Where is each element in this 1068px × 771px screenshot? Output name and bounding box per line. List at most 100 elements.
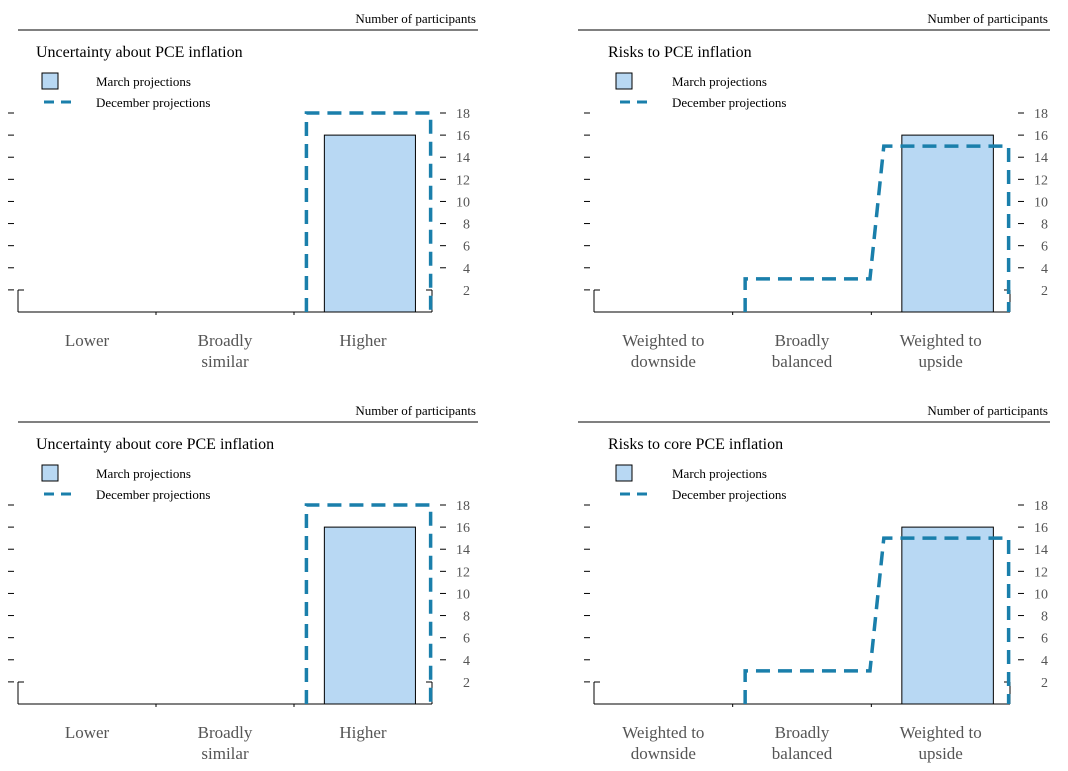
chart-title: Risks to core PCE inflation: [608, 436, 783, 453]
legend-march-label: March projections: [96, 74, 191, 89]
chart-panel-core-pce-uncertainty: Number of participants Uncertainty about…: [0, 392, 490, 766]
march-bar: [323, 134, 416, 313]
x-category-label: Weighted to upside: [900, 331, 982, 371]
y-tick-label: 4: [1041, 262, 1048, 277]
y-tick-label: 6: [1041, 240, 1048, 255]
x-category-label-line: balanced: [772, 744, 833, 763]
y-tick-label: 14: [1034, 543, 1048, 558]
y-tick-label: 8: [1041, 610, 1048, 625]
x-category-label: Higher: [339, 723, 387, 742]
x-category-label-line: downside: [631, 352, 696, 371]
units-label: Number of participants: [927, 403, 1048, 418]
chart-title: Uncertainty about core PCE inflation: [36, 436, 274, 453]
x-category-label: Weighted to downside: [622, 723, 704, 763]
legend-december-label: December projections: [96, 487, 210, 502]
x-category-label: Higher: [339, 331, 387, 350]
y-tick-label: 6: [463, 632, 470, 647]
y-tick-label: 16: [1034, 129, 1048, 144]
x-category-label-line: similar: [201, 352, 249, 371]
x-category-label-line: Weighted to: [622, 723, 704, 742]
x-category-label-line: downside: [631, 744, 696, 763]
y-tick-label: 14: [456, 543, 470, 558]
chart-svg: Number of participants Risks to PCE infl…: [578, 11, 1050, 371]
y-tick-label: 18: [456, 499, 470, 514]
x-category-label-line: Higher: [339, 331, 387, 350]
units-label: Number of participants: [927, 11, 1048, 26]
legend-march-swatch: [41, 464, 59, 482]
legend-march-swatch: [615, 464, 633, 482]
x-category-label-line: upside: [918, 744, 962, 763]
y-tick-label: 10: [456, 195, 470, 210]
y-tick-label: 12: [456, 173, 470, 188]
y-tick-label: 16: [456, 129, 470, 144]
chart-svg: Number of participants Uncertainty about…: [8, 403, 478, 763]
y-tick-label: 18: [1034, 107, 1048, 122]
y-tick-label: 8: [463, 610, 470, 625]
x-category-label-line: Weighted to: [622, 331, 704, 350]
y-tick-label: 14: [1034, 151, 1048, 166]
y-tick-label: 2: [463, 284, 470, 299]
units-label: Number of participants: [355, 11, 476, 26]
x-category-label-line: Weighted to: [900, 331, 982, 350]
x-category-label: Lower: [65, 331, 110, 350]
y-tick-label: 8: [463, 218, 470, 233]
x-category-label-line: Broadly: [775, 331, 830, 350]
y-tick-label: 12: [1034, 173, 1048, 188]
y-tick-label: 10: [1034, 195, 1048, 210]
chart-svg: Number of participants Uncertainty about…: [8, 11, 478, 371]
y-tick-label: 12: [456, 565, 470, 580]
x-category-label-line: Higher: [339, 723, 387, 742]
y-tick-label: 16: [456, 521, 470, 536]
x-category-label-line: Weighted to: [900, 723, 982, 742]
y-tick-label: 6: [463, 240, 470, 255]
chart-panel-pce-risks: Number of participants Risks to PCE infl…: [578, 0, 1068, 382]
units-label: Number of participants: [355, 403, 476, 418]
x-category-label-line: balanced: [772, 352, 833, 371]
y-tick-label: 12: [1034, 565, 1048, 580]
legend-march-label: March projections: [96, 466, 191, 481]
y-tick-label: 10: [456, 587, 470, 602]
x-category-label-line: Broadly: [198, 723, 253, 742]
y-tick-label: 4: [1041, 654, 1048, 669]
legend-march-swatch: [615, 72, 633, 90]
x-category-label: Broadly similar: [198, 723, 253, 763]
march-bar: [901, 526, 994, 705]
march-bar: [323, 526, 416, 705]
chart-svg: Number of participants Risks to core PCE…: [578, 403, 1050, 763]
y-tick-label: 14: [456, 151, 470, 166]
y-tick-label: 18: [456, 107, 470, 122]
x-category-label: Weighted to upside: [900, 723, 982, 763]
december-outline: [743, 536, 1011, 704]
y-tick-label: 10: [1034, 587, 1048, 602]
x-category-label-line: Broadly: [198, 331, 253, 350]
y-tick-label: 4: [463, 654, 470, 669]
chart-panel-pce-uncertainty: Number of participants Uncertainty about…: [0, 0, 490, 382]
y-tick-label: 18: [1034, 499, 1048, 514]
december-outline: [304, 111, 433, 312]
x-category-label-line: upside: [918, 352, 962, 371]
x-category-label: Broadly balanced: [772, 331, 833, 371]
x-category-label: Broadly balanced: [772, 723, 833, 763]
y-tick-label: 16: [1034, 521, 1048, 536]
march-bar: [901, 134, 994, 313]
x-category-label: Weighted to downside: [622, 331, 704, 371]
chart-panel-core-pce-risks: Number of participants Risks to core PCE…: [578, 392, 1068, 766]
x-category-label-line: Lower: [65, 331, 110, 350]
legend-december-label: December projections: [96, 95, 210, 110]
legend-december-label: December projections: [672, 95, 786, 110]
x-category-label: Broadly similar: [198, 331, 253, 371]
x-category-label: Lower: [65, 723, 110, 742]
december-outline: [743, 144, 1011, 312]
legend-march-label: March projections: [672, 466, 767, 481]
legend-march-swatch: [41, 72, 59, 90]
y-tick-label: 8: [1041, 218, 1048, 233]
y-tick-label: 6: [1041, 632, 1048, 647]
legend-december-label: December projections: [672, 487, 786, 502]
x-category-label-line: similar: [201, 744, 249, 763]
chart-title: Uncertainty about PCE inflation: [36, 44, 243, 61]
y-tick-label: 2: [1041, 284, 1048, 299]
y-tick-label: 2: [1041, 676, 1048, 691]
x-category-label-line: Lower: [65, 723, 110, 742]
x-category-label-line: Broadly: [775, 723, 830, 742]
chart-title: Risks to PCE inflation: [608, 44, 752, 61]
